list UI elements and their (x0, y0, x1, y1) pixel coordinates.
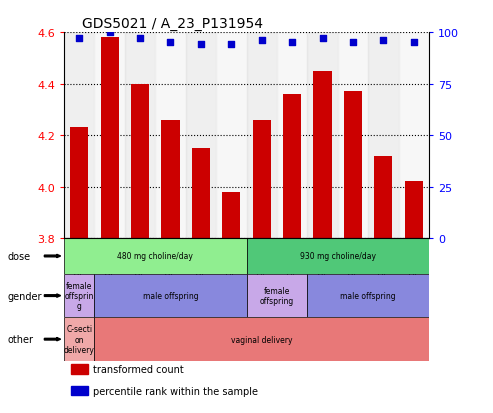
Bar (131, 84, 149, 239)
Bar (374, 157, 392, 239)
Point (349, 40, 357, 47)
Text: vaginal delivery: vaginal delivery (231, 335, 292, 344)
Bar (95, 33, 125, 239)
Point (258, 38, 266, 45)
Bar (64, 318, 95, 361)
Point (227, 42, 235, 49)
Text: female
offsprin
g: female offsprin g (65, 281, 94, 311)
Text: GDS5021 / A_23_P131954: GDS5021 / A_23_P131954 (82, 17, 263, 31)
Point (197, 42, 205, 49)
Point (288, 40, 296, 47)
Point (167, 40, 175, 47)
Bar (216, 33, 246, 239)
Bar (246, 239, 429, 274)
Text: percentile rank within the sample: percentile rank within the sample (93, 386, 258, 396)
Point (136, 36, 144, 43)
Text: transformed count: transformed count (93, 364, 184, 374)
Bar (192, 149, 210, 239)
Bar (64, 33, 95, 239)
Point (318, 36, 326, 43)
Text: 930 mg choline/day: 930 mg choline/day (300, 252, 376, 261)
Point (410, 40, 418, 47)
Bar (125, 33, 155, 239)
Text: gender: gender (7, 291, 42, 301)
Bar (222, 192, 241, 239)
Bar (64, 274, 95, 318)
Text: male offspring: male offspring (340, 292, 396, 300)
Bar (101, 38, 119, 239)
Text: C-secti
on
delivery: C-secti on delivery (64, 325, 95, 354)
Bar (71, 386, 88, 396)
Bar (161, 120, 179, 239)
Bar (246, 274, 307, 318)
Bar (314, 71, 332, 239)
Bar (405, 182, 423, 239)
Bar (283, 95, 301, 239)
Text: female
offspring: female offspring (260, 286, 294, 306)
Point (106, 30, 113, 36)
Bar (95, 274, 246, 318)
Bar (64, 239, 246, 274)
Bar (307, 274, 429, 318)
Bar (71, 364, 88, 374)
Bar (398, 33, 429, 239)
Text: other: other (7, 335, 34, 344)
Bar (277, 33, 307, 239)
Bar (338, 33, 368, 239)
Text: dose: dose (7, 252, 31, 261)
Bar (368, 33, 398, 239)
Point (75, 36, 83, 43)
Point (380, 38, 387, 45)
Text: 480 mg choline/day: 480 mg choline/day (117, 252, 193, 261)
Bar (70, 128, 88, 239)
Bar (155, 33, 186, 239)
Bar (186, 33, 216, 239)
Text: male offspring: male offspring (142, 292, 198, 300)
Bar (344, 92, 362, 239)
Bar (252, 120, 271, 239)
Bar (307, 33, 338, 239)
Bar (246, 33, 277, 239)
